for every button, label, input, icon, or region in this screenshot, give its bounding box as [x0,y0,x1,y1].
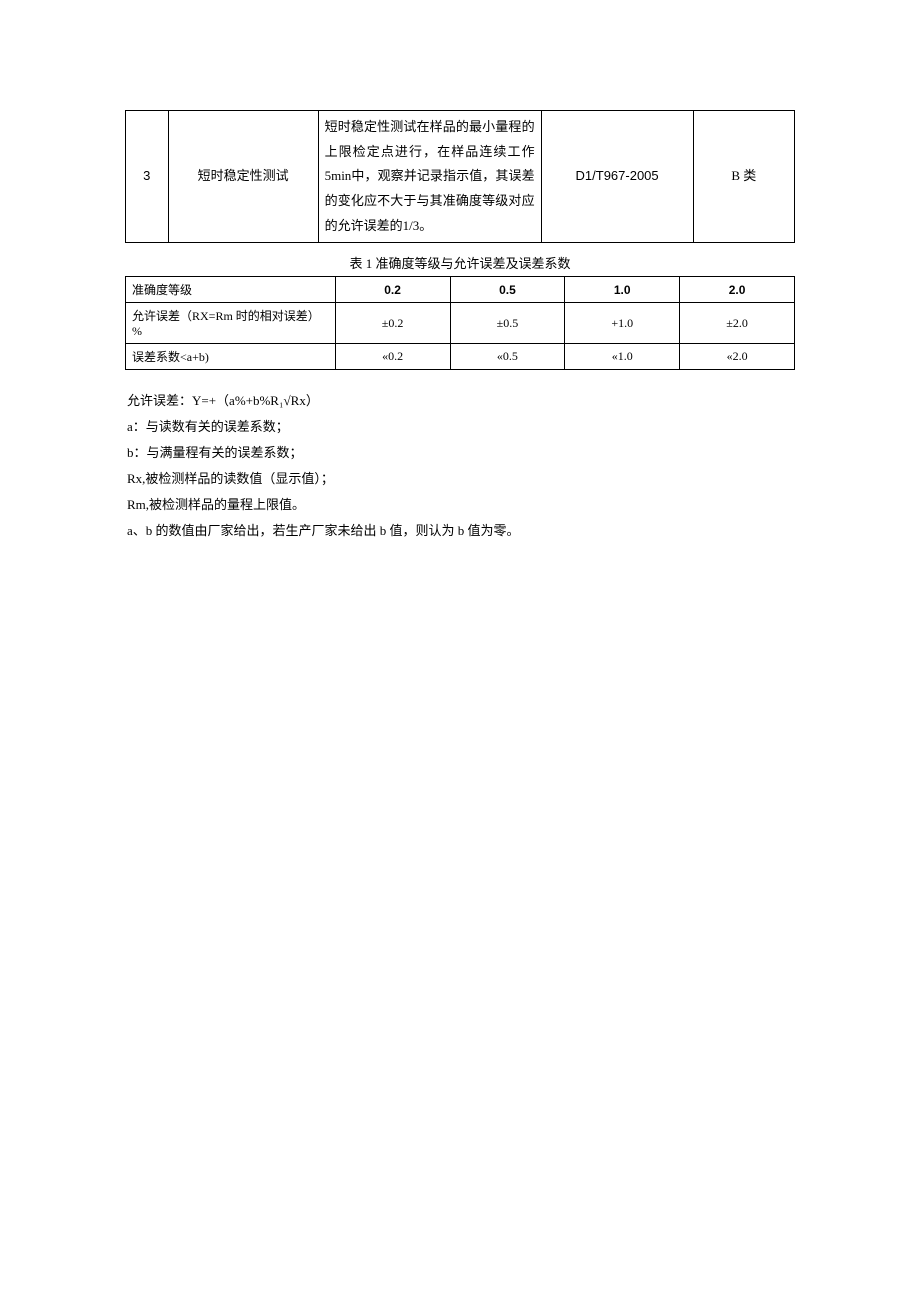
table2-caption: 表 1 准确度等级与允许误差及误差系数 [125,253,795,272]
row-value: 1.0 [565,277,680,303]
cell-name: 短时稳定性测试 [168,111,318,243]
row-value: «0.5 [450,344,565,370]
table-row: 准确度等级0.20.51.02.0 [126,277,795,303]
row-value: ±0.2 [335,303,450,344]
row-value: «0.2 [335,344,450,370]
row-value: 0.5 [450,277,565,303]
stability-test-table: 3 短时稳定性测试 短时稳定性测试在样品的最小量程的上限检定点进行，在样品连续工… [125,110,795,243]
row-value: ±0.5 [450,303,565,344]
table-row: 允许误差（RX=Rm 时的相对误差）%±0.2±0.5+1.0±2.0 [126,303,795,344]
cell-category: B 类 [693,111,794,243]
row-value: 0.2 [335,277,450,303]
note-line: Rx,被检测样品的读数值（显示值）； [127,466,795,492]
row-value: «1.0 [565,344,680,370]
row-value: «2.0 [680,344,795,370]
note-line: Rm,被检测样品的量程上限值。 [127,492,795,518]
row-label: 误差系数<a+b) [126,344,336,370]
table-row: 3 短时稳定性测试 短时稳定性测试在样品的最小量程的上限检定点进行，在样品连续工… [126,111,795,243]
note-line: a、b 的数值由厂家给出，若生产厂家未给出 b 值，则认为 b 值为零。 [127,518,795,544]
cell-standard: D1/T967-2005 [541,111,693,243]
row-label: 允许误差（RX=Rm 时的相对误差）% [126,303,336,344]
row-value: 2.0 [680,277,795,303]
note-line: b：与满量程有关的误差系数； [127,440,795,466]
cell-desc: 短时稳定性测试在样品的最小量程的上限检定点进行，在样品连续工作5min中，观察并… [318,111,541,243]
table-row: 误差系数<a+b)«0.2«0.5«1.0«2.0 [126,344,795,370]
note-line: a：与读数有关的误差系数； [127,414,795,440]
row-value: ±2.0 [680,303,795,344]
cell-index: 3 [126,111,169,243]
row-value: +1.0 [565,303,680,344]
note-line: 允许误差：Y=+（a%+b%R₁√Rx） [127,388,795,414]
row-label: 准确度等级 [126,277,336,303]
notes-section: 允许误差：Y=+（a%+b%R₁√Rx）a：与读数有关的误差系数；b：与满量程有… [125,388,795,544]
accuracy-error-table: 准确度等级0.20.51.02.0允许误差（RX=Rm 时的相对误差）%±0.2… [125,276,795,370]
